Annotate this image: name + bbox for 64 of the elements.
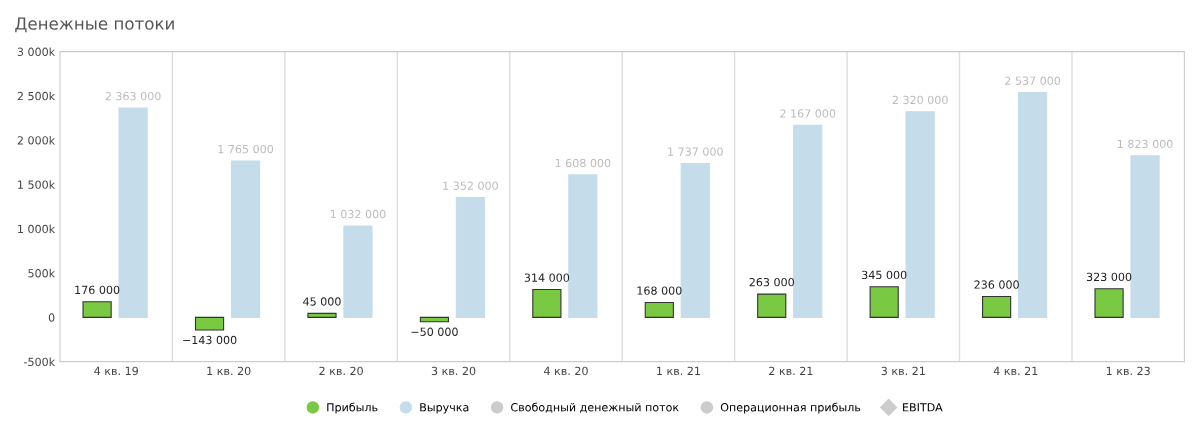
bar	[532, 288, 562, 318]
bar	[118, 107, 148, 318]
data-label: 2 167 000	[780, 109, 836, 118]
data-label: 323 000	[1086, 272, 1132, 282]
data-label: 236 000	[974, 280, 1019, 289]
legend-label: Операционная прибыль	[720, 402, 861, 414]
y-tick-label: 1 500k	[18, 180, 56, 189]
legend-label: Свободный денежный поток	[511, 402, 679, 413]
data-label: 176 000	[75, 285, 120, 295]
x-tick-label: 1 кв. 20	[207, 366, 251, 376]
chart-title: Денежные потоки	[15, 17, 174, 33]
data-label: 2 320 000	[892, 95, 948, 105]
y-tick-label: 2 000k	[17, 135, 56, 145]
bar	[869, 286, 899, 318]
data-label: 1 737 000	[668, 147, 723, 156]
data-label: 1 765 000	[218, 144, 274, 154]
data-label: 2 363 000	[105, 91, 161, 101]
bar	[194, 316, 225, 331]
x-tick-label: 4 кв. 21	[993, 366, 1038, 375]
data-label: 314 000	[524, 273, 570, 282]
x-tick-label: 1 кв. 21	[657, 366, 700, 375]
x-tick-label: 1 кв. 23	[1106, 366, 1150, 376]
data-label: 45 000	[303, 297, 341, 306]
bar	[680, 162, 710, 318]
bar	[905, 111, 935, 318]
y-tick-label: 2 500k	[17, 91, 56, 101]
bar	[1130, 155, 1160, 318]
data-label: 263 000	[749, 277, 794, 287]
y-tick-label: 500k	[28, 268, 56, 278]
data-label: 2 537 000	[1005, 76, 1061, 85]
bar	[343, 225, 373, 318]
bar	[419, 316, 450, 323]
data-label: 168 000	[637, 286, 682, 295]
data-label: 1 823 000	[1117, 139, 1173, 149]
y-tick-label: -500k	[24, 357, 56, 367]
x-tick-label: 3 кв. 21	[881, 366, 925, 376]
bar	[1017, 92, 1048, 318]
x-tick-label: 3 кв. 20	[431, 366, 476, 376]
bar	[568, 174, 598, 318]
bar	[230, 160, 261, 318]
bar	[644, 301, 674, 318]
data-label: 1 352 000	[443, 181, 498, 190]
legend-label: Прибыль	[327, 402, 378, 414]
y-tick-label: 3 000k	[17, 47, 56, 56]
bar	[1094, 288, 1124, 318]
bar	[793, 124, 823, 318]
data-label: −143 000	[183, 335, 237, 345]
bar	[455, 197, 486, 318]
legend-label: EBITDA	[903, 403, 943, 412]
bar	[307, 312, 337, 318]
data-label: 1 032 000	[330, 209, 386, 219]
data-label: 1 608 000	[555, 158, 611, 168]
bar	[982, 295, 1012, 318]
x-tick-label: 2 кв. 20	[319, 366, 363, 376]
y-tick-label: 0	[48, 313, 55, 322]
y-tick-label: 1 000k	[18, 224, 56, 234]
bar	[82, 301, 112, 318]
bar	[757, 293, 787, 318]
x-tick-label: 2 кв. 21	[769, 366, 813, 375]
x-tick-label: 4 кв. 19	[94, 366, 138, 376]
data-label: −50 000	[411, 327, 458, 336]
data-label: 345 000	[862, 270, 907, 280]
legend-label: Выручка	[420, 403, 469, 414]
x-tick-label: 4 кв. 20	[543, 366, 588, 376]
